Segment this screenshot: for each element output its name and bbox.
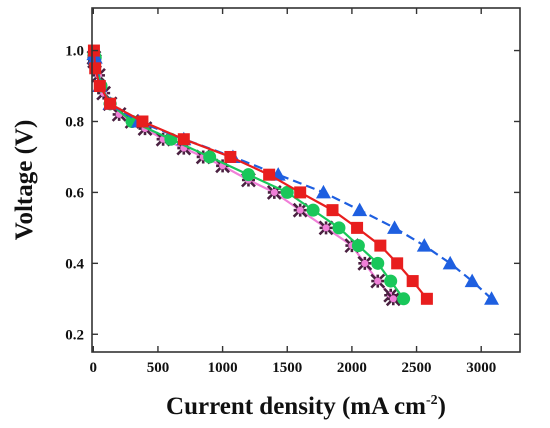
data-point <box>406 275 419 288</box>
data-point <box>224 150 237 163</box>
x-tick-label: 0 <box>90 360 98 376</box>
data-point <box>280 185 294 199</box>
data-point-center <box>270 188 278 196</box>
data-point <box>352 202 368 217</box>
data-point <box>391 257 404 270</box>
data-point <box>464 273 480 288</box>
y-tick-label: 0.6 <box>65 185 84 201</box>
x-axis-title-close: ) <box>438 393 446 420</box>
x-tick-label: 500 <box>147 360 170 376</box>
series-line <box>92 53 493 300</box>
data-point <box>89 62 102 75</box>
y-tick-label: 0.2 <box>65 327 84 343</box>
data-point <box>332 221 346 235</box>
data-point <box>420 292 433 305</box>
y-axis-title: Voltage (V) <box>11 120 38 241</box>
data-point <box>315 184 331 199</box>
series-triangle <box>86 46 500 305</box>
x-tick-label: 2000 <box>337 360 367 376</box>
data-point-center <box>296 206 304 214</box>
data-point <box>326 204 339 217</box>
plot-content <box>86 44 500 307</box>
data-point-center <box>322 224 330 232</box>
x-tick-label: 2500 <box>402 360 432 376</box>
data-point <box>387 220 403 234</box>
data-point-center <box>389 295 397 303</box>
data-point <box>384 274 398 288</box>
x-tick-label: 3000 <box>466 360 496 376</box>
y-tick-label: 0.4 <box>65 256 84 272</box>
data-point <box>177 133 190 146</box>
data-point <box>203 150 217 164</box>
data-point <box>241 168 255 182</box>
x-axis-title-main: Current density (mA cm <box>166 393 426 420</box>
data-point-center <box>374 277 382 285</box>
data-point <box>442 255 458 270</box>
data-point <box>371 256 385 270</box>
data-point <box>93 80 106 93</box>
x-tick-label: 1500 <box>272 360 302 376</box>
data-point <box>306 203 320 217</box>
data-point-center <box>361 259 369 267</box>
data-point <box>263 168 276 181</box>
data-point <box>294 186 307 199</box>
x-axis-title-superscript: -2 <box>426 393 438 408</box>
plot-frame <box>91 7 521 353</box>
y-tick-label: 0.8 <box>65 114 84 130</box>
data-point <box>374 239 387 252</box>
data-point <box>351 239 365 253</box>
data-point <box>104 97 117 110</box>
data-point <box>416 238 432 252</box>
data-point <box>397 292 411 306</box>
y-tick-label: 1.0 <box>65 44 84 60</box>
x-axis-title: Current density (mA cm-2) <box>166 393 446 420</box>
x-tick-label: 1000 <box>208 360 238 376</box>
axis-ticks: 0 500 1000 1500 2000 2500 3000 0.2 0.4 0.6 0.8 1.0 <box>65 8 520 376</box>
data-point <box>484 291 500 305</box>
data-point <box>136 115 149 128</box>
data-point <box>351 221 364 234</box>
